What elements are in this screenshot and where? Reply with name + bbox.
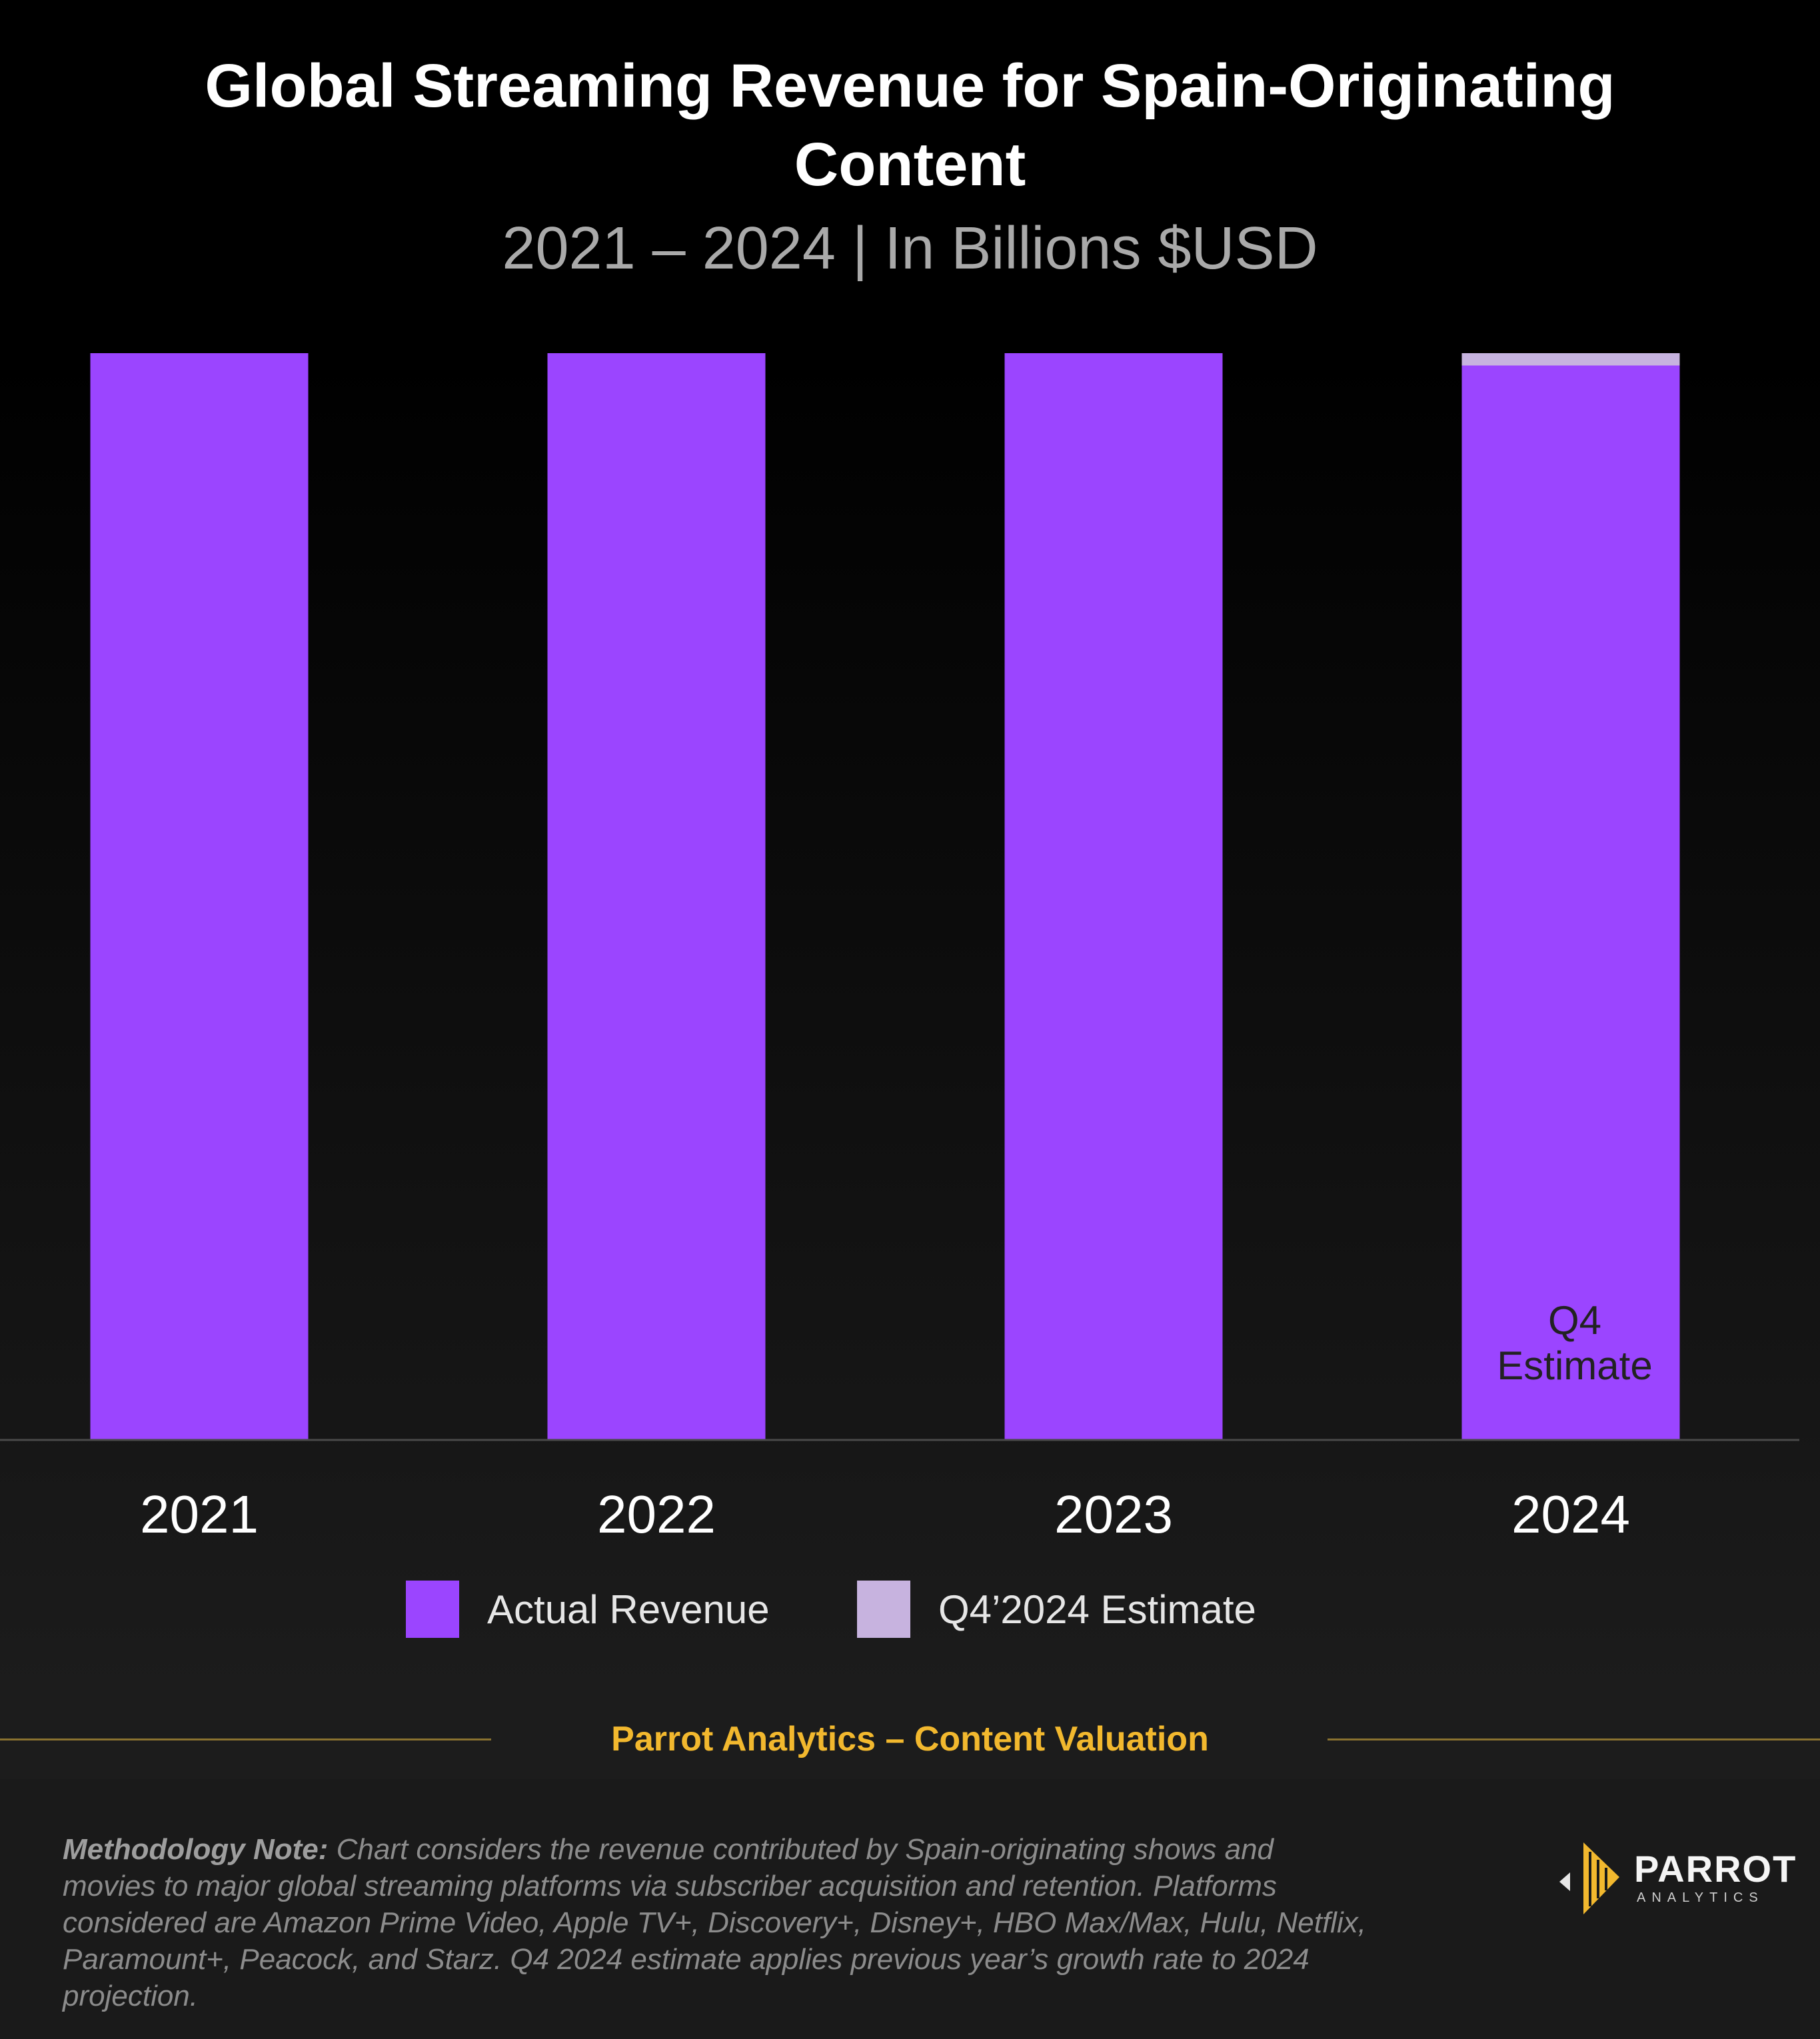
source-credit: Parrot Analytics – Content Valuation xyxy=(611,1720,1209,1758)
bar-2023-actual xyxy=(1004,353,1223,1439)
methodology-note: Methodology Note: Chart considers the re… xyxy=(63,1831,1529,2014)
bar-2024-actual xyxy=(1461,365,1680,1439)
x-tick-label-2023: 2023 xyxy=(1054,1485,1173,1544)
bar-2021-actual xyxy=(90,353,309,1439)
x-tick-label-2021: 2021 xyxy=(140,1485,259,1544)
parrot-mark-icon xyxy=(1583,1842,1619,1914)
logo-wordmark: PARROT xyxy=(1634,1848,1797,1890)
legend-swatch-estimate xyxy=(857,1581,910,1638)
legend-swatch-actual xyxy=(406,1581,459,1638)
chart-title-line1: Global Streaming Revenue for Spain-Origi… xyxy=(205,52,1615,120)
methodology-note-line1: Chart considers the revenue contributed … xyxy=(328,1833,1274,1866)
annotation-q4-line1: Q4 xyxy=(1548,1298,1601,1343)
legend-label-actual: Actual Revenue xyxy=(487,1587,770,1632)
chart-title-line2: Content xyxy=(794,131,1026,199)
chart-area: $1.19 B$1.24 B$1.28 B$1.40 B202120222023… xyxy=(0,353,1820,1699)
logo-arrow-icon xyxy=(1559,1872,1570,1891)
legend-label-estimate: Q4’2024 Estimate xyxy=(938,1587,1256,1632)
logo-subtitle: ANALYTICS xyxy=(1637,1890,1764,1905)
chart-subtitle: 2021 – 2024 | In Billions $USD xyxy=(502,215,1318,282)
bar-chart: $1.19 B$1.24 B$1.28 B$1.40 B202120222023… xyxy=(0,353,1799,1638)
annotation-q4-line2: Estimate xyxy=(1497,1343,1652,1388)
parrot-analytics-logo: PARROT ANALYTICS xyxy=(1553,1842,1795,1916)
footer: Methodology Note: Chart considers the re… xyxy=(0,1779,1820,2039)
header: Global Streaming Revenue for Spain-Origi… xyxy=(0,0,1820,353)
bar-2024-estimate xyxy=(1461,353,1680,366)
source-band: Parrot Analytics – Content Valuation xyxy=(0,1699,1820,1779)
methodology-note-line2: movies to major global streaming platfor… xyxy=(63,1870,1277,1902)
bar-2022-actual xyxy=(547,353,766,1439)
methodology-note-line5: projection. xyxy=(63,1980,199,2012)
methodology-note-line4: Paramount+, Peacock, and Starz. Q4 2024 … xyxy=(63,1943,1310,1976)
source-divider-left xyxy=(0,1738,491,1740)
methodology-note-label: Methodology Note: xyxy=(63,1833,329,1866)
x-tick-label-2022: 2022 xyxy=(597,1485,716,1544)
source-divider-right xyxy=(1328,1738,1820,1740)
chart-title: Global Streaming Revenue for Spain-Origi… xyxy=(0,47,1820,204)
methodology-note-line3: considered are Amazon Prime Video, Apple… xyxy=(63,1906,1366,1939)
x-tick-label-2024: 2024 xyxy=(1511,1485,1630,1544)
